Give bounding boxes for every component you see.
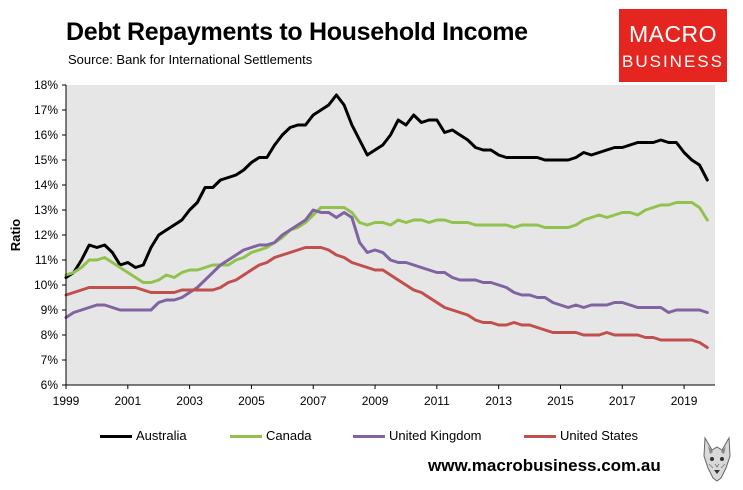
y-tick-label: 6% [41,378,59,392]
y-tick-label: 8% [41,328,59,342]
x-tick-label: 2013 [485,394,512,408]
legend-swatch [100,435,132,438]
x-axis-ticks: 1999 2001 2003 2005 2007 2009 2011 2013 2015 2017… [53,385,698,408]
plot-area [66,85,715,385]
y-tick-label: 10% [34,278,58,292]
x-tick-label: 2019 [671,394,698,408]
site-url[interactable]: www.macrobusiness.com.au [428,456,661,475]
x-tick-label: 2005 [238,394,265,408]
legend-label: United States [560,428,639,443]
y-tick-label: 9% [41,303,59,317]
y-tick-label: 18% [34,78,58,92]
x-tick-label: 2003 [176,394,203,408]
logo-line-1: MACRO [628,21,718,47]
series-line-united-kingdom [64,208,709,319]
series-line-canada [64,201,709,284]
x-tick-label: 1999 [53,394,80,408]
x-tick-label: 2001 [114,394,141,408]
y-tick-label: 7% [41,353,59,367]
legend-swatch [524,435,556,438]
legend-label: Canada [266,428,312,443]
series-line-united-states [64,246,709,349]
y-tick-label: 15% [34,153,58,167]
y-tick-label: 17% [34,103,58,117]
wolf-icon [703,436,731,482]
logo-line-2: BUSINESS [622,52,724,71]
chart-subtitle: Source: Bank for International Settlemen… [68,52,313,67]
y-tick-label: 12% [34,228,58,242]
x-tick-label: 2015 [547,394,574,408]
y-axis-ticks: 6% 7% 8% 9% 10% 11% 12% 13% 14% 15% 16% 17% 18% [34,78,66,392]
x-tick-label: 2007 [300,394,327,408]
series-line-australia [64,93,709,279]
series-lines [64,93,709,349]
legend-swatch [230,435,262,438]
x-tick-label: 2011 [424,394,450,408]
legend-label: United Kingdom [389,428,482,443]
macrobusiness-logo: MACRO BUSINESS [619,9,727,82]
y-tick-label: 16% [34,128,58,142]
y-tick-label: 11% [35,253,58,267]
x-tick-label: 2009 [362,394,389,408]
y-tick-label: 14% [34,178,58,192]
legend-label: Australia [136,428,187,443]
legend-swatch [353,435,385,438]
y-tick-label: 13% [34,203,58,217]
chart-title: Debt Repayments to Household Income [66,18,528,46]
y-axis-label: Ratio [8,219,23,252]
x-tick-label: 2017 [609,394,636,408]
